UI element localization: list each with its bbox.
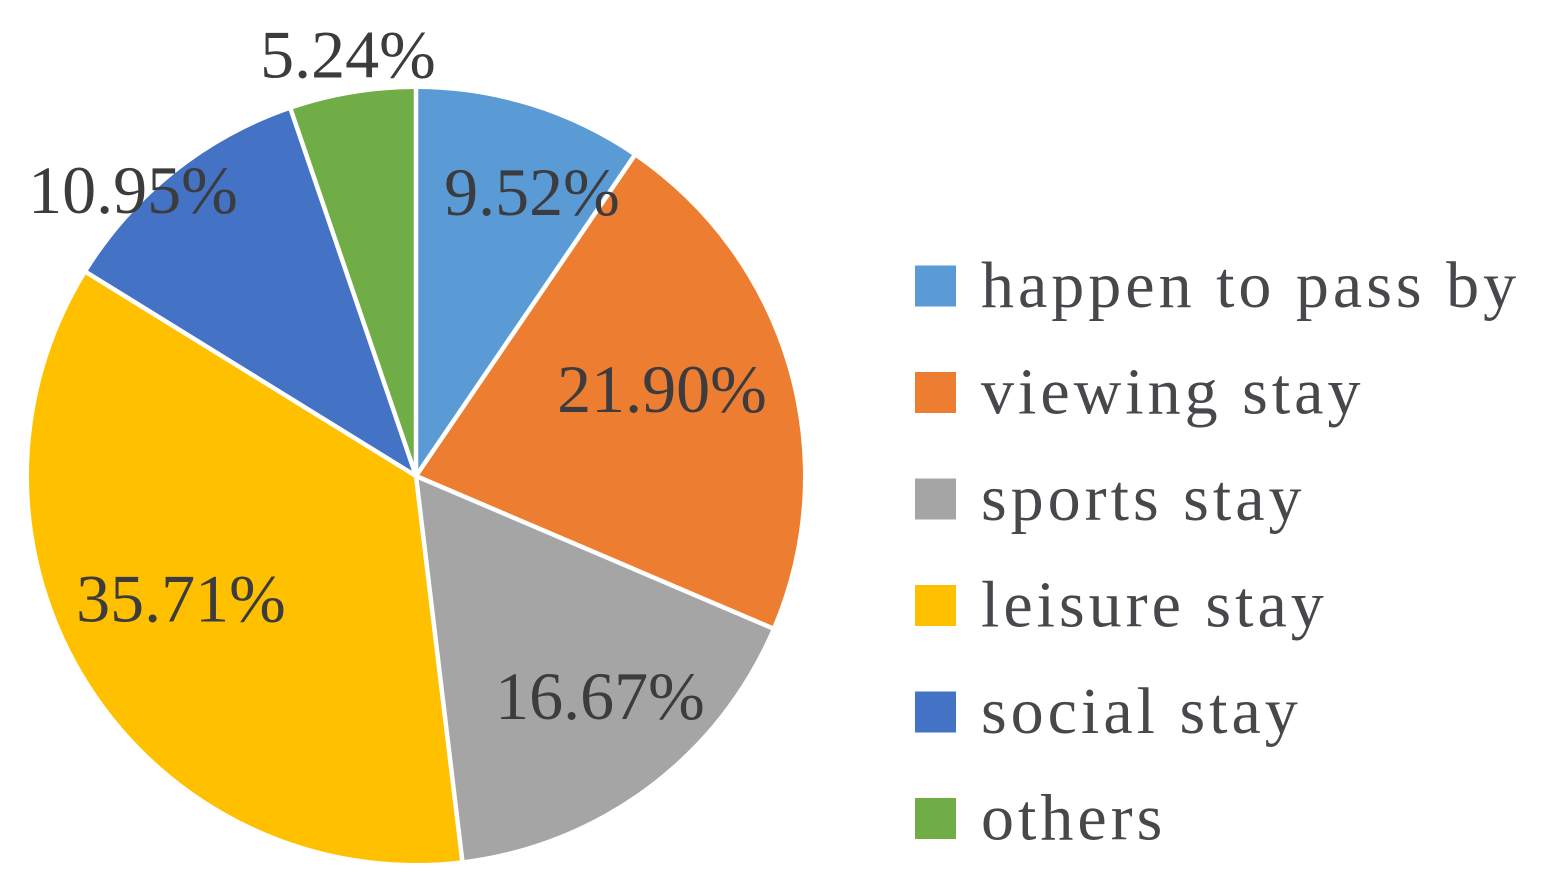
svg-text:10.95%: 10.95% — [28, 152, 238, 228]
svg-text:9.52%: 9.52% — [444, 154, 620, 230]
svg-text:5.24%: 5.24% — [260, 17, 436, 93]
svg-text:16.67%: 16.67% — [495, 658, 705, 734]
svg-text:viewing stay: viewing stay — [981, 356, 1364, 429]
svg-text:happen to pass by: happen to pass by — [981, 249, 1520, 322]
svg-text:leisure stay: leisure stay — [981, 569, 1328, 642]
svg-text:others: others — [981, 782, 1166, 855]
svg-text:sports stay: sports stay — [981, 462, 1306, 535]
svg-text:social stay: social stay — [981, 675, 1302, 748]
svg-text:21.90%: 21.90% — [557, 351, 767, 427]
svg-text:35.71%: 35.71% — [76, 561, 286, 637]
